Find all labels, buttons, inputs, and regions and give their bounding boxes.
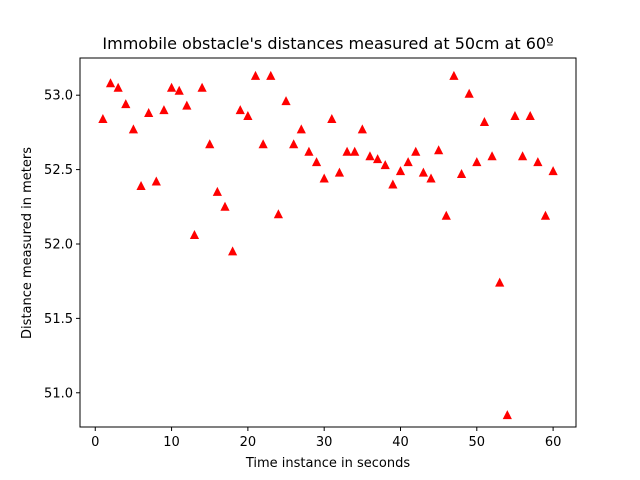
data-point-marker <box>113 82 123 92</box>
plot-frame <box>79 57 577 428</box>
data-point-marker <box>464 88 474 98</box>
x-axis-label: Time instance in seconds <box>245 456 410 471</box>
data-point-marker <box>250 70 261 80</box>
x-tick-label: 0 <box>91 435 99 450</box>
data-point-marker <box>121 99 131 109</box>
data-point-marker <box>205 139 215 149</box>
data-point-marker <box>502 410 512 420</box>
data-point-marker <box>479 116 490 126</box>
data-point-marker <box>273 209 283 219</box>
data-point-marker <box>144 108 154 118</box>
data-point-marker <box>449 70 459 80</box>
y-tick-label: 52.0 <box>44 237 73 252</box>
data-point-marker <box>319 173 329 183</box>
y-tick-label: 53.0 <box>44 89 73 104</box>
data-point-marker <box>258 139 268 149</box>
data-point-marker <box>426 173 436 183</box>
x-axis-ticks: 0 10 20 30 40 50 60 <box>91 427 561 450</box>
data-point-marker <box>189 230 200 240</box>
data-point-marker <box>304 146 314 156</box>
data-point-marker <box>495 277 505 287</box>
y-tick-label: 52.5 <box>44 163 73 178</box>
data-point-marker <box>380 160 390 170</box>
data-point-marker <box>533 157 543 167</box>
data-point-marker <box>327 114 337 124</box>
data-point-marker <box>289 139 299 149</box>
data-point-marker <box>525 111 535 121</box>
data-point-marker <box>182 100 192 110</box>
data-point-marker <box>228 246 238 256</box>
data-point-marker <box>548 166 558 176</box>
x-tick-label: 20 <box>240 435 257 450</box>
data-point-marker <box>105 78 116 88</box>
data-point-marker <box>487 151 497 161</box>
data-point-marker <box>136 180 146 190</box>
y-tick-label: 51.5 <box>44 312 73 327</box>
data-point-marker <box>197 82 207 92</box>
data-point-marker <box>395 166 406 176</box>
data-point-marker <box>510 111 520 121</box>
y-axis-ticks: 51.0 51.5 52.0 52.5 53.0 <box>44 89 80 401</box>
data-point-marker <box>441 210 451 220</box>
chart-title: Immobile obstacle's distances measured a… <box>102 34 553 53</box>
x-tick-label: 30 <box>316 435 333 450</box>
data-point-marker <box>174 85 184 95</box>
data-point-marker <box>517 151 528 161</box>
y-tick-label: 51.0 <box>44 386 73 401</box>
data-point-marker <box>311 157 322 167</box>
data-point-marker <box>296 124 306 134</box>
data-point-marker <box>411 146 421 156</box>
plot-area: 0 10 20 30 40 50 60 51.0 51.5 52.0 52.5 53.0 <box>44 57 577 450</box>
data-point-marker <box>403 157 413 167</box>
data-point-marker <box>456 169 467 179</box>
x-tick-label: 60 <box>545 435 562 450</box>
data-point-marker <box>212 186 222 196</box>
data-point-marker <box>357 124 367 134</box>
data-points <box>98 70 558 420</box>
data-point-marker <box>166 82 177 92</box>
data-point-marker <box>350 146 360 156</box>
data-point-marker <box>281 96 291 106</box>
data-point-marker <box>434 145 444 155</box>
data-point-marker <box>235 105 245 115</box>
x-tick-label: 50 <box>469 435 486 450</box>
data-point-marker <box>472 157 482 167</box>
data-point-marker <box>365 151 375 161</box>
data-point-marker <box>388 179 398 189</box>
x-tick-label: 40 <box>392 435 409 450</box>
data-point-marker <box>220 201 230 211</box>
data-point-marker <box>266 70 276 80</box>
data-point-marker <box>128 124 139 134</box>
plot-background <box>80 58 576 427</box>
x-tick-label: 10 <box>163 435 180 450</box>
data-point-marker <box>540 210 551 220</box>
data-point-marker <box>151 176 161 186</box>
data-point-marker <box>373 154 383 164</box>
y-axis-label: Distance measured in meters <box>20 147 35 339</box>
data-point-marker <box>98 114 108 124</box>
data-point-marker <box>342 146 352 156</box>
data-point-marker <box>334 167 345 177</box>
data-point-marker <box>418 167 428 177</box>
data-point-marker <box>159 105 169 115</box>
data-point-marker <box>243 111 253 121</box>
